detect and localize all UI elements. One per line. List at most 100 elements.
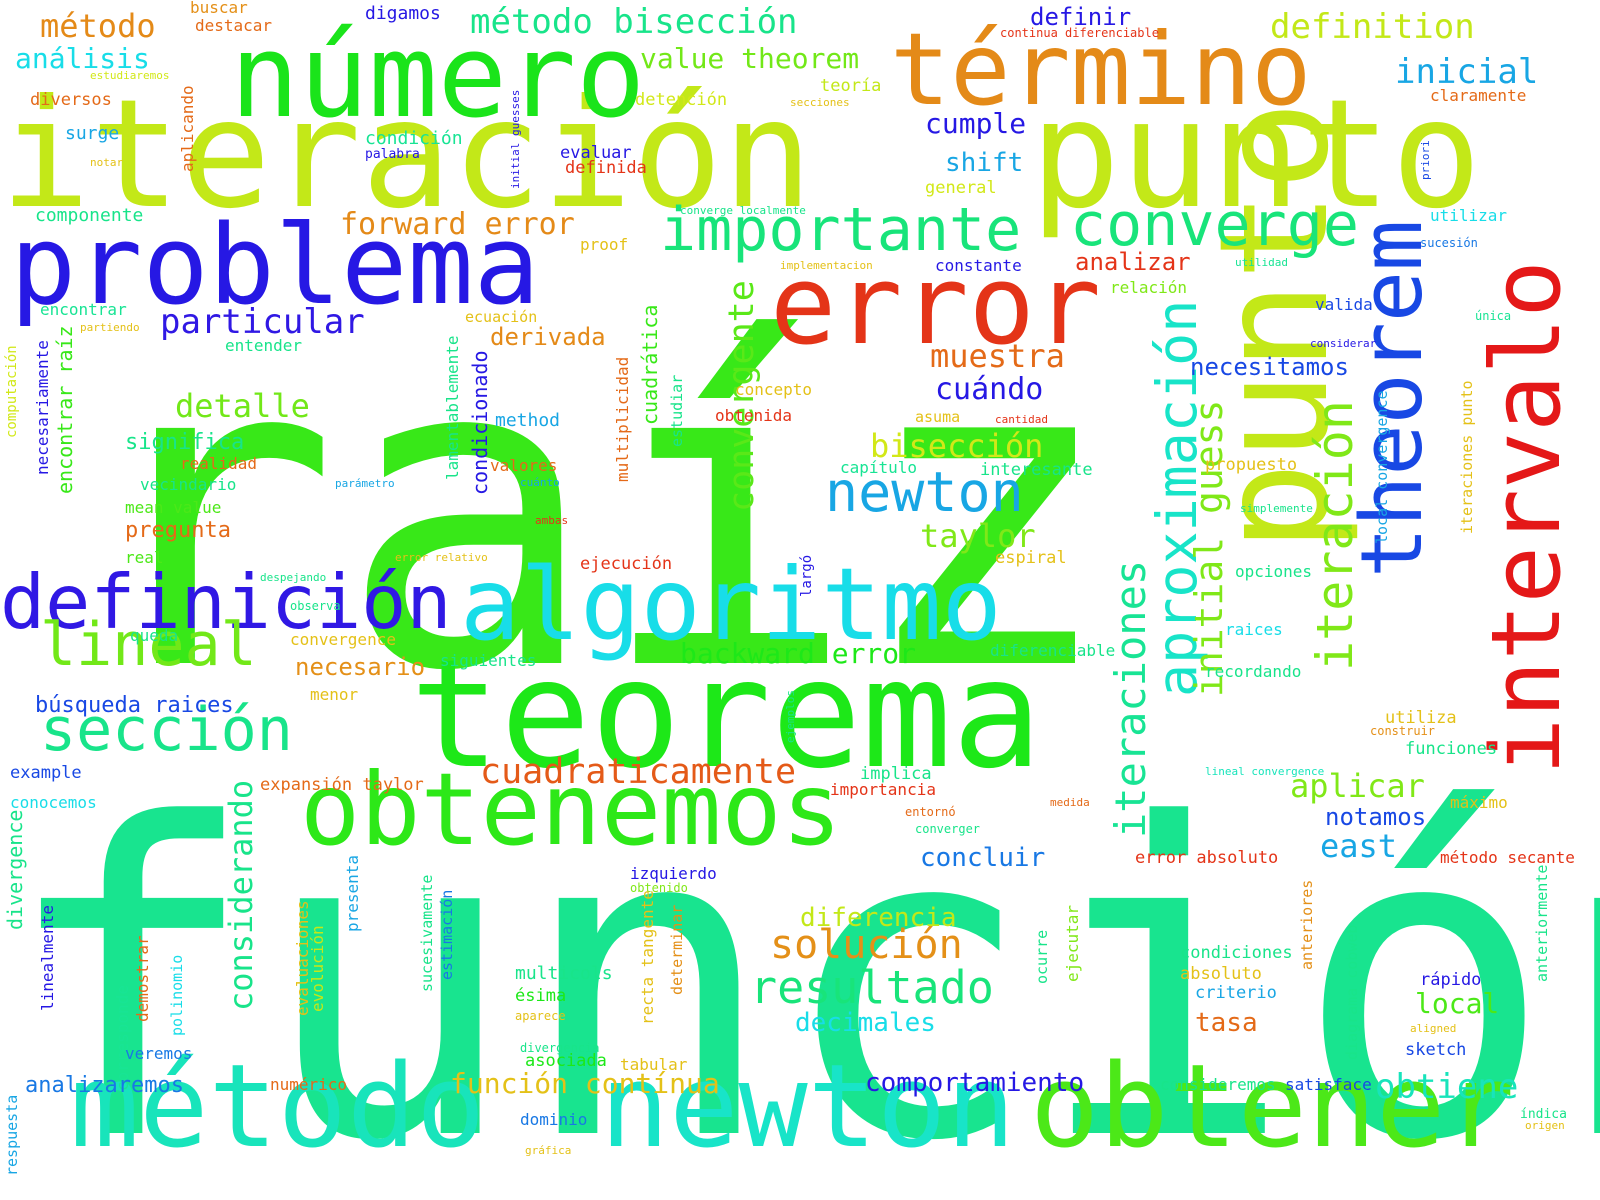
cloud-word: utilidad: [1235, 256, 1288, 269]
cloud-word: siguientes: [440, 651, 537, 670]
cloud-word: capítulo: [840, 458, 918, 477]
cloud-word: ejecutar: [1063, 904, 1082, 982]
cloud-word: considerando: [222, 779, 260, 1011]
cloud-word: presenta: [343, 854, 362, 932]
cloud-word: estudiar: [668, 374, 686, 447]
cloud-word: sección: [40, 695, 293, 765]
cloud-word: veremos: [125, 1044, 193, 1063]
cloud-word: componente: [35, 205, 144, 226]
cloud-word: cuánto: [520, 476, 560, 489]
cloud-word: diferenciable: [990, 641, 1116, 660]
cloud-word: intervalo: [1472, 260, 1582, 775]
cloud-word: ecuación: [465, 308, 538, 326]
cloud-word: determinar: [668, 904, 686, 995]
cloud-word: utilizar: [1430, 206, 1508, 225]
cloud-word: cantidad: [995, 413, 1048, 426]
cloud-word: multicols: [515, 963, 613, 984]
cloud-word: raíz: [80, 265, 1116, 765]
cloud-word: ejemplos: [784, 690, 797, 743]
cloud-word: anteriores: [1298, 879, 1316, 970]
cloud-word: menor: [310, 685, 359, 704]
cloud-word: única: [1475, 309, 1512, 323]
cloud-word: aplicando: [178, 85, 197, 172]
cloud-word: obtenido: [630, 881, 688, 895]
cloud-word: sketch: [1405, 1040, 1467, 1060]
cloud-word: definition: [1270, 7, 1475, 47]
cloud-word: digamos: [365, 3, 441, 24]
cloud-word: propuesto: [1205, 455, 1298, 475]
cloud-word: proof: [580, 235, 629, 254]
cloud-word: utiliza: [1385, 708, 1457, 728]
cloud-word: lineal convergence: [1205, 765, 1325, 778]
cloud-word: detención: [635, 90, 728, 110]
cloud-word: priori: [1419, 140, 1432, 180]
cloud-word: initial guess: [1187, 399, 1231, 697]
cloud-word: concepto: [735, 380, 813, 399]
cloud-word: detalle: [175, 387, 310, 425]
cloud-word: raices: [1225, 620, 1283, 639]
cloud-word: simplemente: [1240, 502, 1313, 515]
cloud-word: implica: [860, 764, 932, 784]
cloud-word: satisface: [1285, 1075, 1372, 1094]
cloud-word: demostrar: [133, 935, 152, 1022]
cloud-word: vecindario: [140, 475, 237, 494]
cloud-word: obtiene: [1375, 1067, 1519, 1107]
cloud-word: notamos: [1325, 803, 1427, 831]
cloud-word: consideremos: [1160, 1075, 1276, 1094]
cloud-word: importante: [660, 195, 1022, 265]
cloud-word: converge: [1070, 190, 1359, 260]
cloud-word: lamentablemente: [443, 335, 462, 481]
cloud-word: necesitamos: [1190, 353, 1349, 381]
cloud-word: recta tangente: [638, 890, 657, 1025]
cloud-word: importancia: [830, 780, 936, 799]
cloud-word: valida: [1315, 295, 1373, 314]
cloud-word: constante: [935, 256, 1022, 275]
cloud-word: pregunta: [125, 518, 231, 543]
cloud-word: diferencia: [800, 903, 957, 933]
cloud-word: claramente: [1430, 86, 1527, 105]
cloud-word: queda: [130, 626, 179, 645]
cloud-word: método secante: [1440, 848, 1575, 867]
cloud-word: expansión taylor: [260, 775, 424, 795]
cloud-word: estudiaremos: [90, 69, 170, 82]
cloud-word: recordando: [1205, 662, 1302, 681]
cloud-word: multiplicidad: [613, 356, 632, 482]
cloud-word: función: [0, 735, 1600, 1200]
cloud-word: ocurre: [1033, 929, 1051, 984]
cloud-word: realidad: [180, 454, 258, 473]
cloud-word: largó: [799, 554, 815, 597]
cloud-word: notar: [90, 156, 124, 169]
cloud-word: evolución: [308, 925, 327, 1012]
cloud-word: necesariamente: [33, 340, 52, 475]
cloud-word: cuadraticamente: [480, 752, 797, 792]
cloud-word: obtener: [1030, 1040, 1515, 1174]
cloud-word: value theorem: [640, 42, 860, 75]
cloud-word: aplicar: [1290, 767, 1425, 805]
cloud-word: teorema: [410, 628, 1043, 802]
cloud-word: punto: [1030, 68, 1482, 242]
cloud-word: observa: [290, 599, 341, 613]
cloud-word: error relativo: [395, 551, 488, 564]
cloud-word: polinomio: [168, 954, 186, 1036]
cloud-word: palabra: [365, 147, 420, 162]
cloud-word: newton: [600, 1040, 1016, 1174]
cloud-word: aligned: [1410, 1022, 1457, 1035]
cloud-word: solución: [770, 922, 963, 968]
cloud-word: inicial: [1395, 52, 1539, 92]
cloud-word: considerar: [1310, 337, 1377, 350]
cloud-word: linealmente: [38, 905, 57, 1011]
cloud-word: cuadrática: [638, 304, 662, 425]
cloud-word: error: [770, 241, 1102, 369]
cloud-word: condicionado: [468, 350, 492, 496]
cloud-word: significa: [125, 430, 245, 455]
cloud-word: surge: [65, 123, 120, 144]
cloud-word: newton: [825, 460, 1024, 524]
cloud-word: shift: [945, 148, 1024, 178]
cloud-word: converge localmente: [680, 204, 806, 217]
cloud-word: asuma: [915, 408, 961, 426]
cloud-word: búsqueda raices: [35, 693, 234, 718]
cloud-word: example: [10, 763, 82, 783]
cloud-word: computación: [4, 345, 20, 438]
cloud-word: method: [495, 410, 561, 431]
